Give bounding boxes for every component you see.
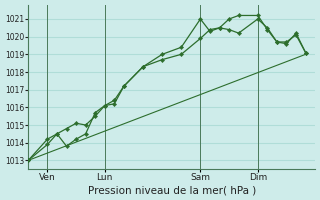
- X-axis label: Pression niveau de la mer( hPa ): Pression niveau de la mer( hPa ): [88, 185, 256, 195]
